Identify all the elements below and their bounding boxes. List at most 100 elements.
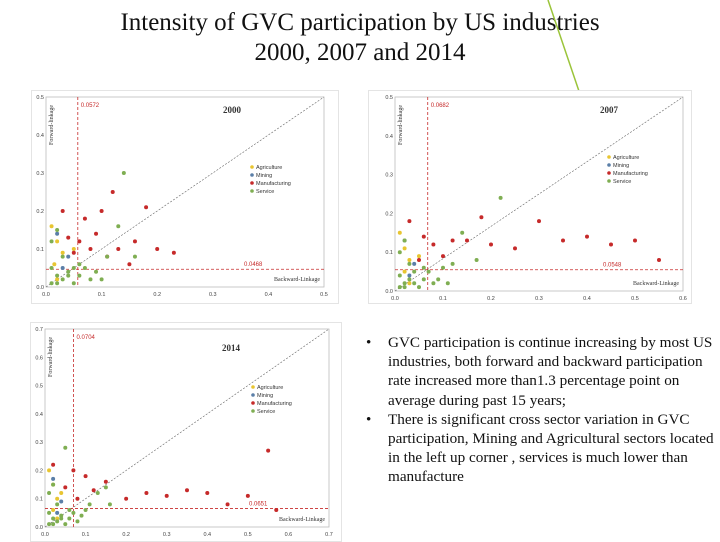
legend-entry: Manufacturing (256, 181, 291, 187)
data-point (465, 238, 469, 243)
x-tick-label: 0.0 (41, 532, 49, 538)
x-tick-label: 0.4 (583, 296, 591, 302)
data-point (47, 468, 52, 473)
data-point (51, 482, 56, 487)
data-point (47, 522, 52, 527)
data-point (144, 491, 149, 496)
plot-frame (45, 96, 325, 288)
diagonal-reference-line (45, 96, 325, 288)
data-point (67, 516, 72, 521)
data-point (171, 250, 176, 255)
data-point (67, 508, 72, 513)
mean-backward-label: 0.0572 (81, 103, 100, 109)
data-point (144, 205, 149, 210)
data-point (402, 281, 407, 286)
data-point (609, 242, 613, 247)
data-point (107, 502, 112, 507)
data-point (55, 496, 60, 501)
data-point (474, 257, 479, 262)
data-point (55, 273, 60, 278)
data-point (87, 502, 92, 507)
x-tick-label: 0.6 (679, 296, 687, 302)
data-point (132, 254, 137, 259)
data-point (110, 190, 115, 194)
data-point (407, 261, 412, 266)
plot-frame (44, 328, 330, 528)
y-tick-label: 0.3 (385, 173, 393, 179)
data-point (417, 257, 421, 262)
x-tick-label: 0.5 (631, 296, 639, 302)
data-point (402, 285, 407, 290)
data-point (417, 285, 421, 290)
y-tick-label: 0.4 (385, 134, 393, 140)
data-point (63, 522, 68, 527)
y-tick-label: 0.0 (385, 289, 393, 295)
data-point (460, 230, 465, 235)
y-tick-label: 0.3 (36, 171, 44, 177)
y-axis-label: Forward-linkage (398, 105, 404, 145)
data-point (82, 216, 87, 221)
y-tick-label: 0.4 (36, 133, 44, 139)
data-point (59, 499, 64, 504)
scatter-chart-2014: 0.0 0.1 0.2 0.3 0.4 0.5 0.6 0.7 0.0 0.1 0.2 0.3 0.4 0… (30, 322, 342, 542)
legend-swatch (250, 181, 254, 185)
y-tick-label: 0.0 (35, 525, 43, 531)
data-point (397, 273, 402, 278)
data-point (51, 522, 56, 527)
data-point (402, 238, 407, 243)
legend-entry: Mining (613, 163, 629, 169)
data-point (52, 262, 57, 267)
data-point (88, 277, 93, 282)
legend-entry: Agriculture (613, 155, 639, 161)
x-tick-label: 0.6 (285, 532, 293, 538)
bullet-item: • There is significant cross sector varia… (364, 410, 718, 487)
data-point (51, 476, 56, 481)
diagonal-reference-line (394, 96, 684, 292)
data-point (397, 285, 402, 290)
data-point (103, 485, 108, 490)
y-tick-label: 0.1 (36, 247, 44, 253)
chart-year-title: 2014 (222, 343, 241, 353)
data-point (83, 508, 88, 513)
data-point (407, 257, 412, 262)
data-point (431, 281, 436, 286)
legend-swatch (250, 173, 254, 177)
data-point (66, 254, 71, 259)
data-point (60, 266, 65, 270)
data-point (537, 219, 541, 224)
data-point (426, 269, 431, 274)
data-point (63, 445, 68, 450)
legend-entry: Manufacturing (257, 401, 292, 407)
data-point (66, 269, 71, 274)
data-point (49, 239, 54, 244)
data-point (63, 485, 68, 490)
bullet-list: • GVC participation is continue increasin… (364, 333, 718, 487)
data-point (79, 513, 84, 518)
y-tick-label: 0.5 (36, 95, 44, 101)
x-tick-label: 0.2 (153, 292, 161, 298)
data-point (95, 491, 100, 496)
legend-swatch (607, 171, 611, 175)
data-point (421, 234, 426, 239)
data-point (513, 246, 517, 251)
plot-frame (394, 96, 684, 292)
data-point (94, 269, 99, 274)
data-point (441, 265, 445, 270)
data-point (77, 262, 82, 267)
legend-swatch (250, 165, 254, 169)
data-point (71, 468, 76, 473)
bullet-text: GVC participation is continue increasing… (388, 334, 713, 409)
data-point (55, 519, 60, 524)
mean-forward-label: 0.0468 (244, 262, 263, 268)
data-point (417, 254, 421, 259)
data-point (402, 246, 407, 251)
data-point (71, 250, 76, 255)
data-point (185, 488, 189, 493)
mean-forward-label: 0.0548 (603, 263, 622, 269)
y-tick-label: 0.1 (385, 250, 393, 256)
data-point (164, 493, 169, 498)
x-axis-label: Backward-Linkage (633, 281, 679, 287)
data-point (51, 508, 56, 513)
data-point (431, 242, 436, 247)
data-point (55, 277, 60, 282)
